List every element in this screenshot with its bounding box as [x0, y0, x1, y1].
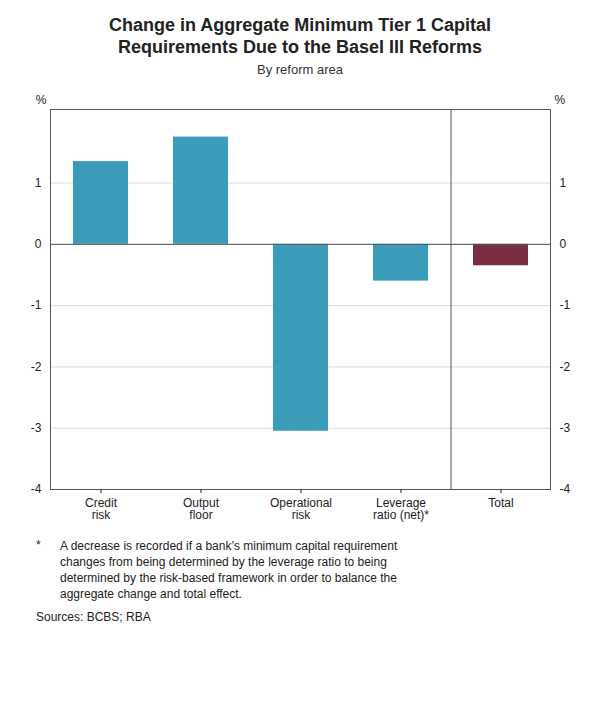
svg-text:-1: -1 [31, 298, 42, 312]
html-text:A decrease is recorded if a ba: A decrease is recorded if a bank’s minim… [60, 539, 398, 601]
svg-text:-1: -1 [560, 298, 571, 312]
svg-text:Total: Total [488, 496, 513, 510]
svg-text:%: % [36, 93, 47, 107]
svg-text:Outputfloor: Outputfloor [183, 496, 220, 522]
html-text:Sources: BCBS; RBA: Sources: BCBS; RBA [36, 610, 151, 624]
svg-text:-2: -2 [31, 360, 42, 374]
svg-text:-3: -3 [560, 421, 571, 435]
svg-text:Operationalrisk: Operationalrisk [270, 496, 332, 522]
svg-text:1: 1 [560, 176, 567, 190]
svg-text:-4: -4 [31, 482, 42, 496]
svg-text:1: 1 [35, 176, 42, 190]
svg-text:-3: -3 [31, 421, 42, 435]
svg-text:-2: -2 [560, 360, 571, 374]
html-text:By reform area: By reform area [257, 62, 343, 77]
svg-text:Creditrisk: Creditrisk [85, 496, 118, 522]
svg-text:0: 0 [560, 237, 567, 251]
svg-text:0: 0 [35, 237, 42, 251]
svg-text:-4: -4 [560, 482, 571, 496]
html-text:Change in Aggregate Minimum Ti: Change in Aggregate Minimum Tier 1 Capit… [109, 15, 491, 57]
svg-text:%: % [555, 93, 566, 107]
svg-text:Leverageratio (net)*: Leverageratio (net)* [373, 496, 429, 522]
